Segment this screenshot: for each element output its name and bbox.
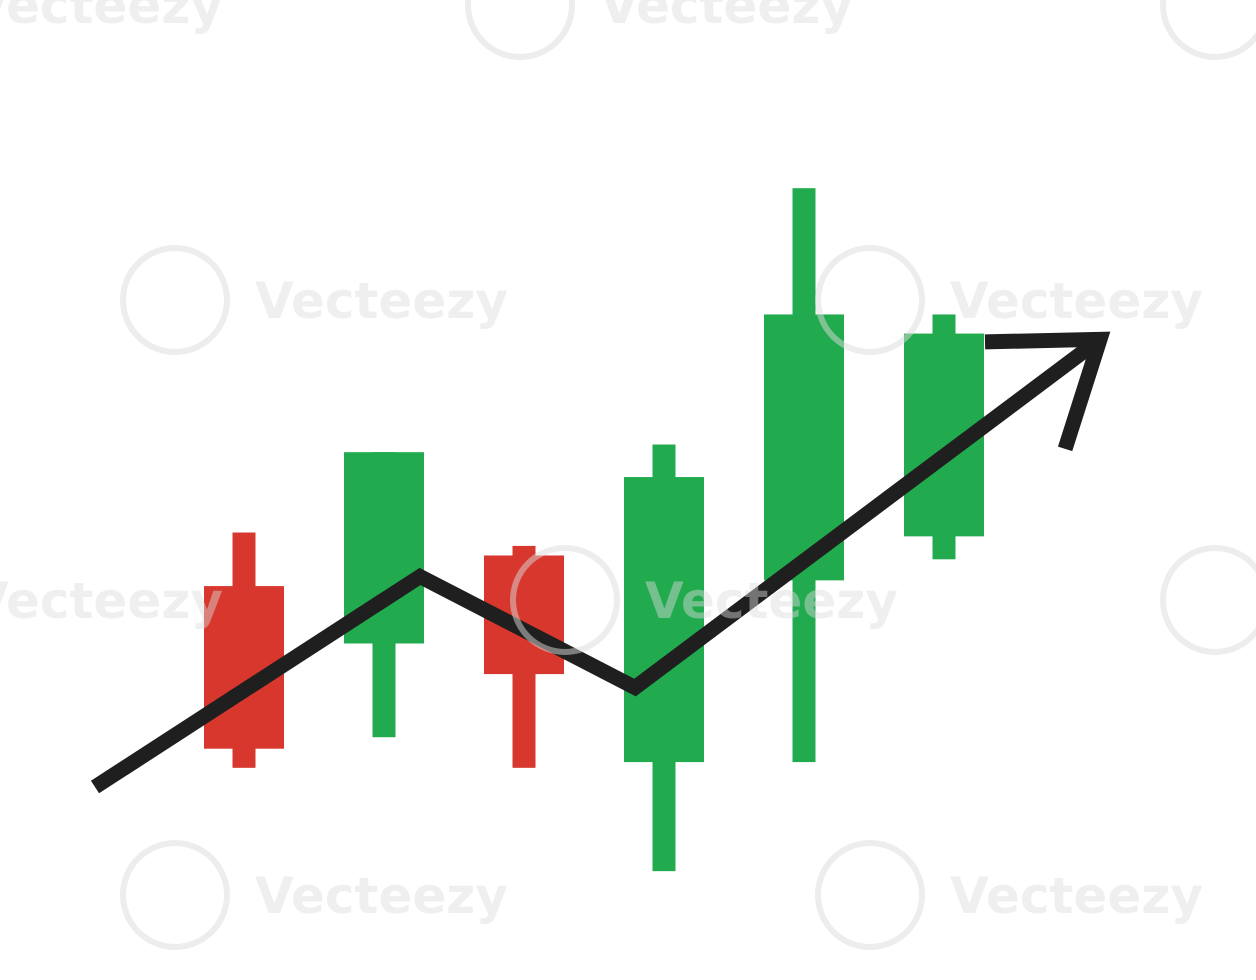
watermark: Vecteezy	[0, 572, 223, 630]
vecteezy-logo-icon	[120, 840, 230, 950]
vecteezy-logo-icon	[120, 245, 230, 355]
watermark: Vecteezy	[120, 840, 508, 950]
watermark-text: Vecteezy	[600, 0, 853, 35]
watermark: Vecteezy	[510, 545, 898, 655]
watermark: Vecteezy	[815, 840, 1203, 950]
candle-3	[484, 545, 564, 768]
candle-2	[344, 452, 424, 738]
watermark: Vecteezy	[1160, 545, 1256, 655]
watermark-text: Vecteezy	[255, 272, 508, 330]
watermark-text: Vecteezy	[645, 572, 898, 630]
trend-arrowhead	[984, 331, 1111, 452]
watermark: Vecteezy	[815, 245, 1203, 355]
candle-1	[204, 532, 284, 768]
candle-body	[624, 477, 704, 763]
candles-layer	[204, 188, 984, 872]
watermark: Vecteezy	[0, 0, 223, 35]
vecteezy-logo-icon	[1160, 545, 1256, 655]
watermark: Vecteezy	[1160, 0, 1256, 60]
watermark-text: Vecteezy	[0, 572, 223, 630]
watermark-text: Vecteezy	[0, 0, 223, 35]
vecteezy-logo-icon	[1160, 0, 1256, 60]
watermark-text: Vecteezy	[950, 272, 1203, 330]
watermark-layer: Vecteezy Vecteezy Vecteezy Vecteezy Vecteezy…	[0, 0, 1256, 950]
vecteezy-logo-icon	[815, 245, 925, 355]
watermark: Vecteezy	[120, 245, 508, 355]
vecteezy-logo-icon	[815, 840, 925, 950]
vecteezy-logo-icon	[465, 0, 575, 60]
candle-4	[624, 444, 704, 872]
candle-5	[764, 188, 844, 763]
vecteezy-logo-icon	[510, 545, 620, 655]
watermark: Vecteezy	[465, 0, 853, 60]
watermark-text: Vecteezy	[950, 867, 1203, 925]
watermark-text: Vecteezy	[255, 867, 508, 925]
